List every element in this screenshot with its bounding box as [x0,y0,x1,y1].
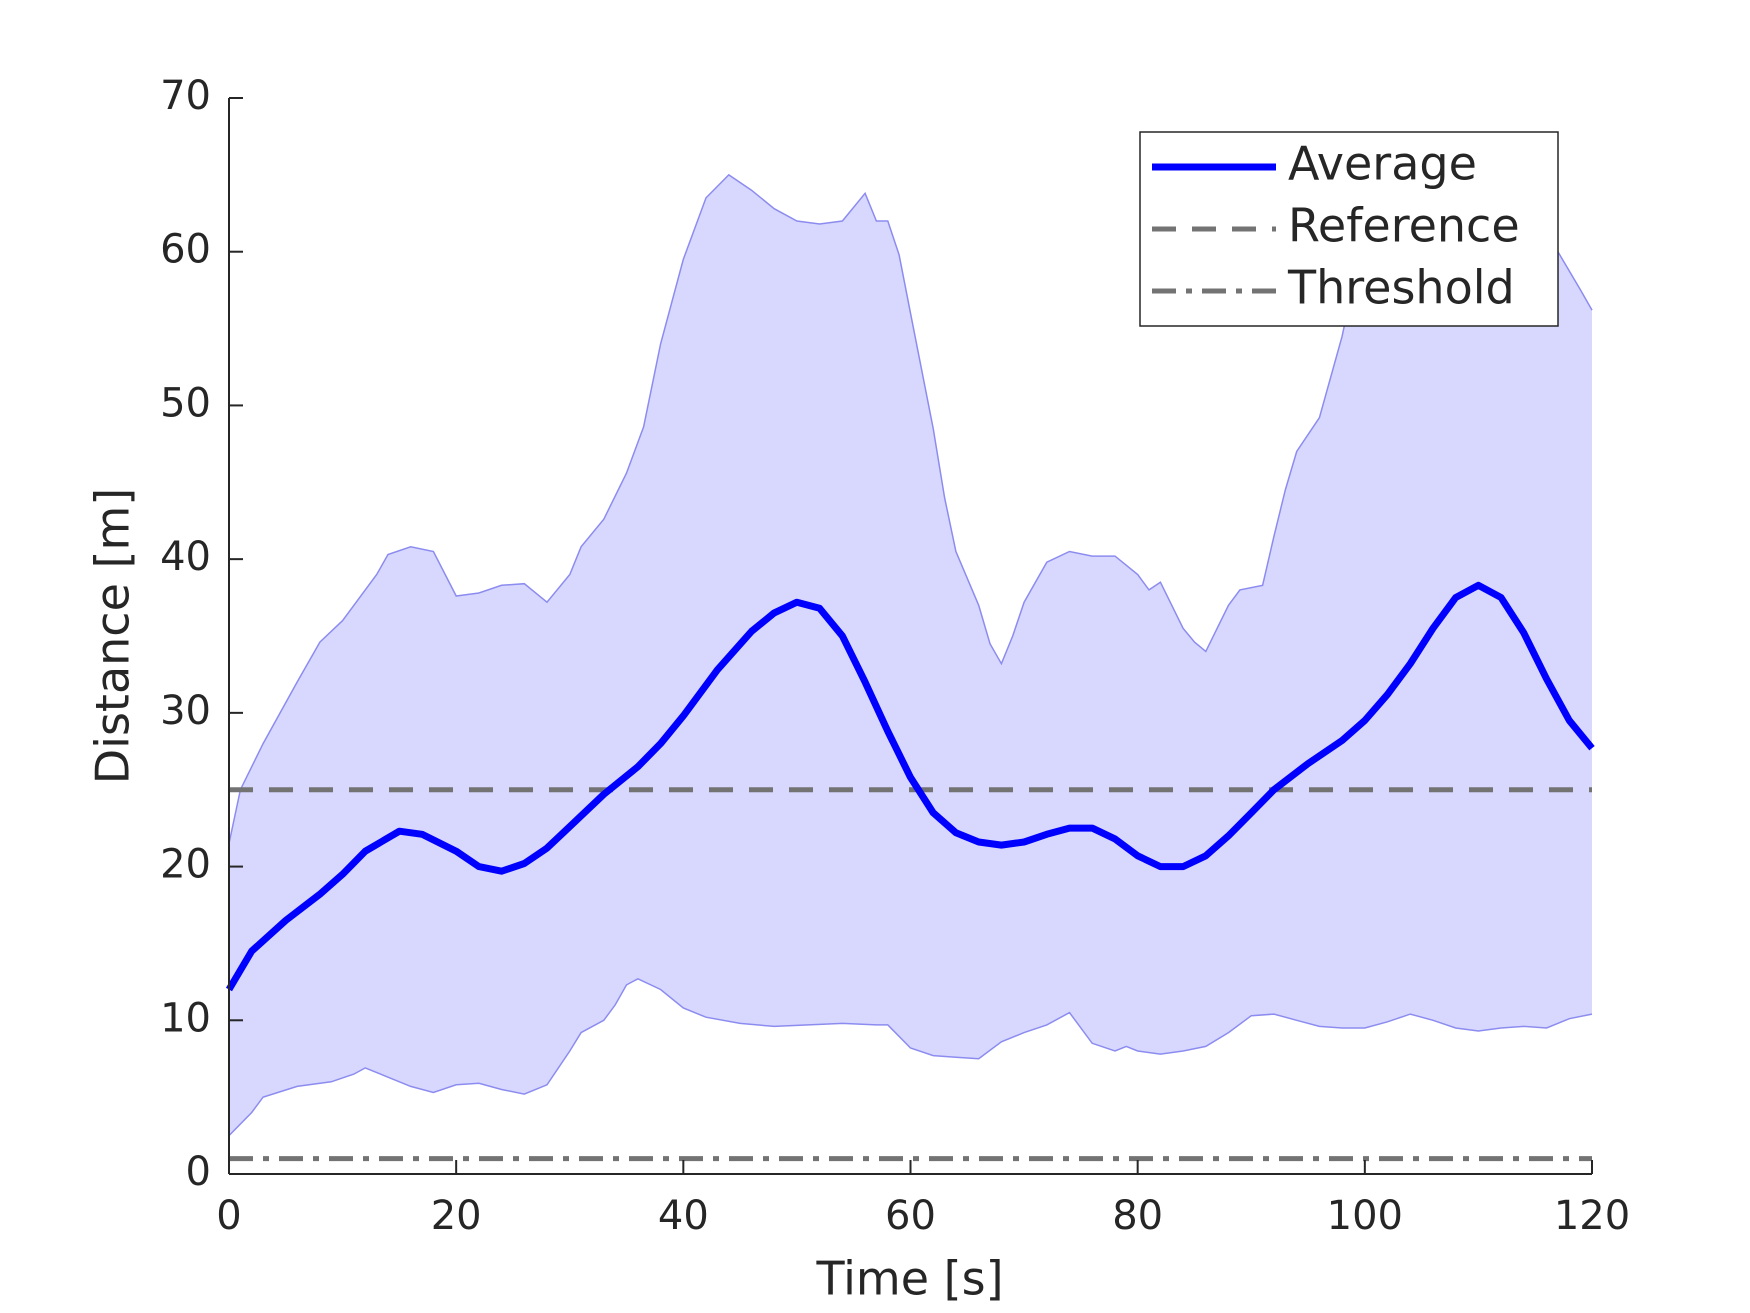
y-tick-label: 30 [160,688,211,734]
y-tick-label: 20 [160,842,211,888]
x-axis-label: Time [s] [815,1252,1003,1306]
legend-label: Average [1288,137,1477,191]
band-lower-edge [228,977,1593,1137]
line [225,581,1595,992]
x-tick-label: 60 [885,1193,936,1239]
x-tick-label: 80 [1112,1193,1163,1239]
y-tick-label: 10 [160,995,211,1041]
band-upper-edge [228,173,1593,844]
y-tick-label: 70 [160,73,211,119]
y-tick-label: 0 [186,1149,211,1195]
legend-label: Threshold [1287,261,1515,315]
legend-label: Reference [1288,199,1520,253]
y-tick-label: 60 [160,227,211,273]
x-tick-label: 100 [1327,1193,1403,1239]
y-axis-label: Distance [m] [86,488,140,784]
y-tick-label: 50 [160,380,211,426]
x-tick-label: 0 [216,1193,241,1239]
x-tick-label: 20 [431,1193,482,1239]
x-tick-label: 40 [658,1193,709,1239]
band-area [229,174,1592,1136]
x-tick-label: 120 [1554,1193,1630,1239]
y-tick-label: 40 [160,534,211,580]
